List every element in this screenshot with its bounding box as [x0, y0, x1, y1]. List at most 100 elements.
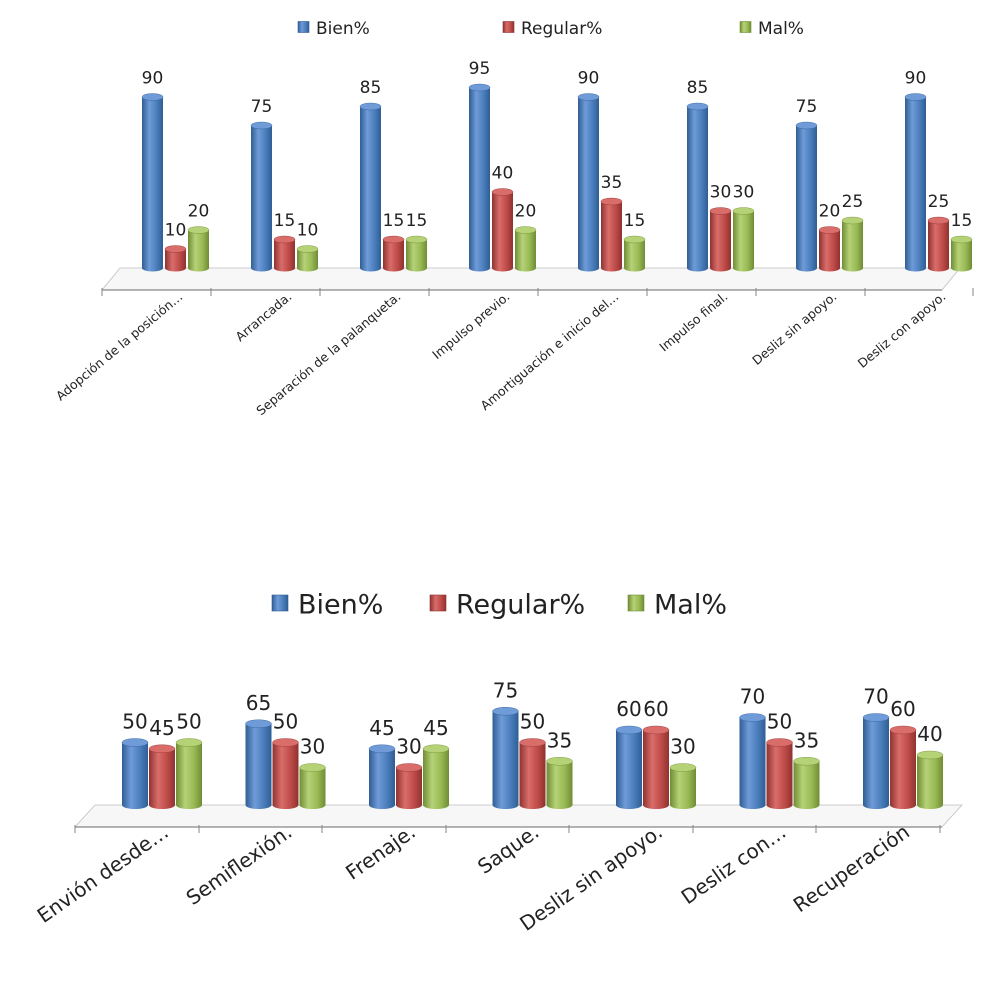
data-label: 50: [176, 710, 201, 734]
data-label: 15: [274, 211, 296, 231]
bar-cap-bien-7: [795, 121, 818, 130]
bar-cap-mal-4: [546, 757, 573, 766]
bar-cap-mal-6: [793, 757, 820, 766]
data-label: 90: [905, 69, 927, 89]
x-tick-label: Recuperación: [789, 819, 914, 917]
bar-cap-mal-1: [175, 738, 203, 747]
bar-bien-4: [469, 87, 490, 272]
bar-mal-6: [793, 761, 820, 809]
bar-mal-5: [670, 767, 696, 809]
bar-group-7: 75 20 25: [795, 97, 864, 272]
bar-bien-1: [142, 97, 163, 272]
legend-swatch-bien: [271, 594, 289, 612]
data-label: 45: [369, 716, 394, 740]
data-label: 10: [297, 221, 319, 241]
x-axis: [74, 804, 963, 833]
bar-regular-7: [819, 230, 840, 272]
bar-regular-2: [272, 742, 299, 809]
data-label: 95: [469, 59, 491, 79]
bar-bien-5: [578, 97, 599, 272]
x-tick-label: Desliz sin apoyo.: [749, 289, 839, 368]
bar-bien-2: [245, 723, 272, 809]
data-label: 40: [492, 164, 514, 184]
bar-regular-4: [492, 192, 513, 272]
data-label: 20: [515, 202, 537, 222]
bar-mal-3: [423, 748, 449, 809]
bar-cap-bien-4: [492, 707, 519, 716]
bar-cap-regular-4: [519, 738, 546, 747]
data-label: 70: [863, 685, 888, 709]
bar-regular-3: [396, 767, 422, 809]
bar-mal-5: [624, 239, 645, 272]
bar-bien-6: [739, 717, 766, 809]
bar-regular-4: [519, 742, 546, 809]
bar-cap-regular-2: [273, 235, 296, 244]
data-label: 75: [251, 97, 273, 117]
bar-cap-bien-6: [739, 713, 766, 722]
bar-cap-bien-1: [141, 93, 164, 101]
x-tick-label: Frenaje.: [341, 819, 420, 884]
bar-cap-regular-3: [382, 235, 405, 244]
data-label: 65: [246, 691, 271, 715]
x-axis: [101, 267, 974, 296]
bar-cap-mal-8: [950, 235, 973, 244]
bar-bien-1: [122, 742, 148, 809]
bar-cap-mal-2: [296, 245, 319, 253]
data-label: 20: [188, 202, 210, 222]
x-tick-label: Impulso final.: [656, 289, 730, 355]
bar-bien-5: [616, 730, 642, 809]
bar-cap-regular-1: [164, 245, 187, 253]
legend: Bien% Regular% Mal%: [271, 590, 727, 621]
legend-label-bien: Bien%: [316, 19, 370, 39]
data-label: 30: [670, 735, 695, 759]
bar-cap-mal-4: [514, 226, 537, 234]
bar-cap-bien-8: [904, 93, 927, 101]
bar-cap-mal-7: [916, 750, 944, 760]
data-label: 20: [819, 202, 841, 222]
data-label: 60: [643, 697, 668, 721]
bar-cap-regular-6: [709, 207, 732, 215]
bar-regular-1: [149, 748, 175, 809]
data-label: 70: [740, 685, 765, 709]
bar-mal-4: [515, 230, 536, 272]
x-tick-label: Impulso previo.: [429, 289, 512, 362]
x-tick-label: Desliz con apoyo.: [855, 289, 949, 371]
chart-floor: [74, 804, 963, 828]
data-label: 30: [710, 183, 732, 203]
bar-cap-regular-2: [272, 738, 299, 747]
data-label: 30: [733, 183, 755, 203]
bar-group-2: 75 15 10: [251, 97, 319, 272]
legend-swatch-mal: [739, 21, 752, 33]
bar-cap-bien-1: [121, 738, 149, 747]
legend-label-mal: Mal%: [654, 590, 727, 621]
bar-cap-mal-1: [187, 226, 210, 234]
bar-bien-6: [687, 106, 708, 272]
legend-label-bien: Bien%: [298, 590, 383, 621]
x-tick-label: Adopción de la posición…: [53, 289, 186, 404]
bar-cap-bien-2: [245, 719, 272, 728]
legend-swatch-bien: [297, 21, 310, 33]
bar-bien-4: [492, 711, 519, 809]
bar-mal-8: [951, 239, 972, 272]
bar-cap-regular-7: [889, 725, 917, 735]
bar-cap-regular-5: [600, 197, 623, 206]
bar-group-3: 85 15 15: [360, 78, 427, 272]
bar-cap-regular-4: [491, 188, 514, 196]
bar-cap-bien-6: [686, 102, 709, 111]
bar-mal-2: [297, 249, 318, 272]
bar-cap-mal-7: [841, 216, 864, 225]
bar-regular-2: [274, 239, 295, 272]
bar-cap-regular-3: [395, 763, 423, 772]
data-label: 15: [383, 211, 405, 231]
bar-bien-7: [863, 717, 889, 809]
